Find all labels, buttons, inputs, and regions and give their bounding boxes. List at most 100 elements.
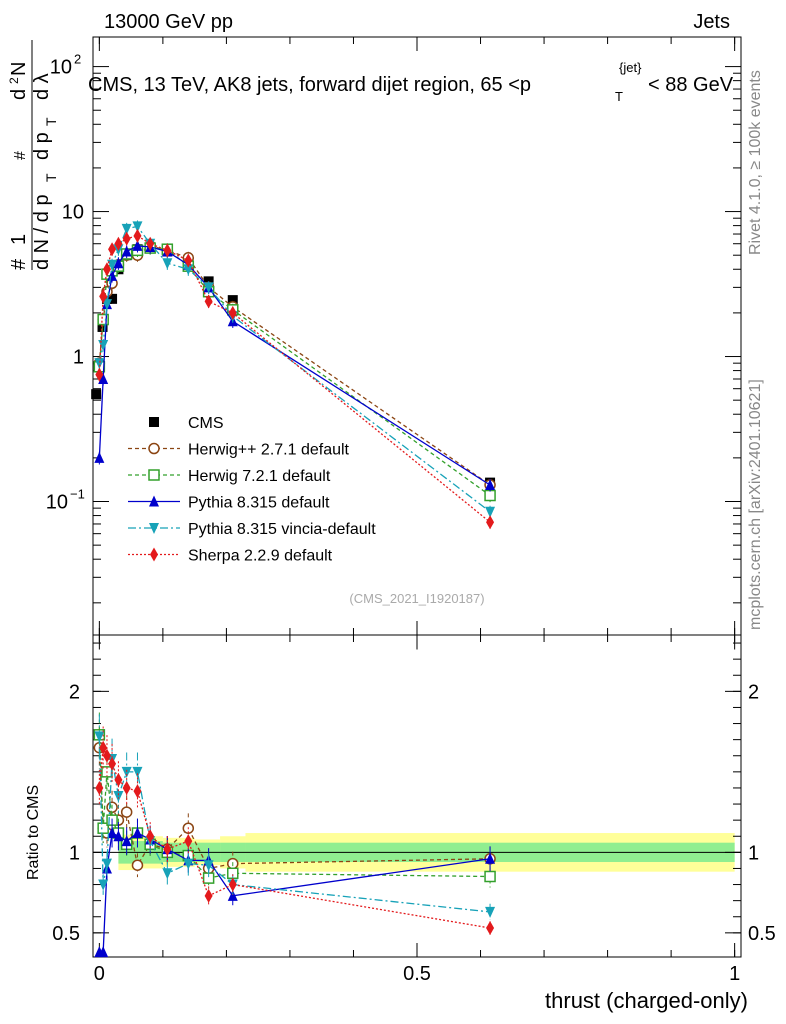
legend-label: Herwig++ 2.7.1 default bbox=[188, 442, 350, 459]
legend: CMS Herwig++ 2.7.1 default Herwig 7.2.1 de… bbox=[128, 415, 376, 565]
ratio-tick-label-left: 0.5 bbox=[52, 923, 80, 945]
legend-marker bbox=[150, 547, 158, 562]
ratio-point bbox=[121, 835, 132, 847]
data-point bbox=[204, 294, 213, 309]
header-category: Jets bbox=[693, 11, 730, 33]
ratio-tick-label-right: 0.5 bbox=[748, 923, 776, 945]
svg-text:d p: d p bbox=[31, 132, 53, 160]
data-point bbox=[486, 515, 495, 530]
series-5-main bbox=[95, 228, 495, 530]
plot-title-superscript: {jet} bbox=[619, 60, 642, 75]
main-series-layer bbox=[91, 220, 496, 530]
ratio-point bbox=[204, 888, 213, 903]
legend-marker bbox=[149, 417, 159, 427]
y-tick-label: 1 bbox=[73, 347, 84, 369]
data-point bbox=[227, 295, 238, 306]
data-point bbox=[94, 451, 105, 463]
data-point bbox=[121, 245, 132, 257]
y-tick-label: 10 bbox=[46, 492, 68, 514]
ratio-point bbox=[132, 827, 143, 839]
plot-title-subscript: T bbox=[615, 89, 623, 104]
data-point bbox=[162, 258, 173, 270]
data-point bbox=[95, 367, 104, 382]
data-point bbox=[485, 478, 496, 490]
data-point bbox=[163, 243, 172, 258]
data-point bbox=[132, 221, 143, 233]
data-point bbox=[183, 264, 194, 276]
analysis-id-label: (CMS_2021_I1920187) bbox=[349, 591, 484, 606]
ratio-point bbox=[99, 740, 108, 755]
data-point bbox=[132, 239, 143, 251]
data-point bbox=[107, 293, 118, 304]
ratio-point bbox=[113, 791, 124, 802]
ratio-point bbox=[102, 748, 111, 763]
data-point bbox=[101, 299, 112, 311]
ratio-tick-label-right: 2 bbox=[748, 681, 759, 703]
ratio-point bbox=[486, 921, 495, 936]
ratio-point bbox=[94, 731, 105, 743]
ratio-point bbox=[227, 889, 238, 901]
legend-marker bbox=[149, 523, 159, 534]
data-point bbox=[98, 372, 109, 384]
legend-label: Pythia 8.315 default bbox=[188, 495, 330, 512]
data-point bbox=[99, 289, 108, 304]
y-tick-label: 10 bbox=[62, 202, 84, 224]
ratio-tick-label-left: 1 bbox=[69, 842, 80, 864]
data-point bbox=[97, 313, 109, 326]
y-tick-label: 10 bbox=[50, 57, 72, 79]
ratio-point bbox=[484, 870, 496, 883]
legend-entry: Pythia 8.315 default bbox=[128, 495, 330, 512]
ratio-point bbox=[203, 860, 214, 872]
x-axis-label: thrust (charged-only) bbox=[545, 988, 748, 1013]
svg-text:2: 2 bbox=[7, 77, 21, 84]
ratio-point bbox=[101, 858, 112, 870]
data-point bbox=[484, 489, 496, 502]
header-process: 13000 GeV pp bbox=[104, 11, 233, 33]
ratio-tick-label-left: 2 bbox=[69, 681, 80, 703]
data-point bbox=[107, 259, 118, 271]
legend-label: Sherpa 2.2.9 default bbox=[188, 548, 333, 565]
x-tick-label: 1 bbox=[729, 963, 740, 985]
y-tick-exponent: 2 bbox=[74, 52, 81, 67]
svg-text:N: N bbox=[8, 62, 30, 76]
ratio-point bbox=[184, 834, 193, 849]
ratio-point bbox=[133, 784, 142, 799]
ratio-line bbox=[98, 736, 491, 913]
data-point bbox=[485, 506, 496, 518]
data-point bbox=[146, 236, 155, 251]
ratio-point bbox=[183, 858, 194, 870]
ratio-point bbox=[98, 879, 109, 891]
plot-title-main: CMS, 13 TeV, AK8 jets, forward dijet reg… bbox=[88, 74, 531, 96]
plot-title: CMS, 13 TeV, AK8 jets, forward dijet reg… bbox=[88, 60, 734, 104]
data-point bbox=[121, 223, 132, 235]
y-tick-exponent: −1 bbox=[70, 487, 85, 502]
x-tick-label: 0.5 bbox=[403, 963, 431, 985]
legend-entry: Herwig++ 2.7.1 default bbox=[128, 442, 350, 459]
x-tick-label: 0 bbox=[94, 963, 105, 985]
ratio-point bbox=[131, 859, 144, 871]
data-point bbox=[114, 236, 123, 251]
ratio-point bbox=[95, 780, 104, 795]
ratio-point bbox=[107, 827, 118, 839]
series-5-ratio bbox=[95, 726, 495, 936]
ratio-series-layer bbox=[93, 712, 496, 958]
legend-label: Herwig 7.2.1 default bbox=[188, 468, 331, 485]
reference-uncertainty-band bbox=[93, 833, 741, 872]
data-point bbox=[94, 358, 105, 370]
mcplots-source-label: mcplots.cern.ch [arXiv:2401.10621] bbox=[747, 379, 764, 630]
data-point bbox=[184, 253, 193, 268]
svg-text:d λ: d λ bbox=[31, 73, 53, 100]
legend-label: Pythia 8.315 vincia-default bbox=[188, 521, 376, 538]
svg-text:#: # bbox=[12, 151, 29, 160]
data-point bbox=[228, 305, 237, 320]
svg-text:1: 1 bbox=[8, 234, 30, 245]
ratio-point bbox=[121, 766, 132, 778]
data-point bbox=[113, 257, 124, 269]
data-point bbox=[203, 282, 214, 294]
ratio-point bbox=[485, 906, 496, 918]
plot-title-tail: < 88 GeV bbox=[648, 74, 734, 96]
ratio-point bbox=[163, 842, 172, 857]
data-point bbox=[107, 269, 118, 281]
